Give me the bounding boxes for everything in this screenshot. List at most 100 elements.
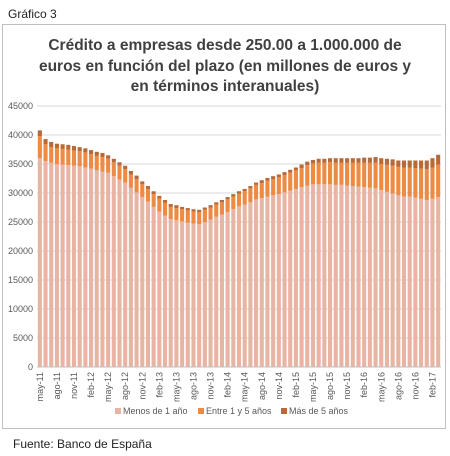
bar-segment-long xyxy=(327,158,333,163)
bar-segment-mid xyxy=(140,184,145,198)
bar-segment-mid xyxy=(219,202,224,215)
x-tick-label: nov-11 xyxy=(69,372,79,399)
bar-segment-long xyxy=(106,155,111,159)
bar-segment-short xyxy=(60,164,65,367)
bar-segment-long xyxy=(430,158,435,168)
bar-segment-long xyxy=(219,199,224,203)
bar-segment-long xyxy=(100,152,105,158)
bar-segment-long xyxy=(66,144,71,150)
chart-title-line-1: Crédito a empresas desde 250.00 a 1.000.… xyxy=(48,37,402,54)
bar-segment-short xyxy=(162,215,168,367)
bar-segment-long xyxy=(424,160,429,170)
bar-segment-mid xyxy=(430,167,435,199)
bar-segment-long xyxy=(202,207,207,210)
bar-segment-short xyxy=(242,204,247,367)
x-tick-label: feb-13 xyxy=(154,372,164,398)
bar-segment-mid xyxy=(310,163,316,185)
bar-segment-short xyxy=(293,188,298,367)
bar-segment-mid xyxy=(424,169,429,200)
bar-segment-long xyxy=(162,199,168,203)
y-tick-label: 40000 xyxy=(8,130,33,140)
bar-segment-mid xyxy=(419,168,424,199)
bar-segment-mid xyxy=(305,165,310,186)
bar-segment-short xyxy=(339,184,344,367)
bar-segment-mid xyxy=(271,179,276,196)
bar-segment-mid xyxy=(236,193,242,207)
bar-segment-short xyxy=(305,185,310,367)
chart-title-line-2: euros en función del plazo (en millones … xyxy=(38,57,412,75)
bar-segment-long xyxy=(54,143,59,149)
bar-segment-short xyxy=(373,188,378,367)
bar-segment-mid xyxy=(288,172,293,191)
x-tick-label: ago-13 xyxy=(188,372,198,400)
x-tick-label: feb-17 xyxy=(427,372,437,398)
bar-segment-short xyxy=(248,202,253,367)
bar-segment-long xyxy=(123,165,128,170)
bar-segment-long xyxy=(333,158,338,163)
bar-segment-short xyxy=(345,185,350,367)
bar-segment-long xyxy=(305,161,310,166)
x-tick-label: may-12 xyxy=(103,372,113,402)
bar-segment-long xyxy=(379,158,384,164)
bar-segment-mid xyxy=(214,204,219,217)
bar-segment-mid xyxy=(123,169,128,183)
bar-segment-mid xyxy=(66,149,71,166)
bar-segment-mid xyxy=(259,183,264,199)
bar-segment-long xyxy=(208,205,213,208)
bar-segment-short xyxy=(356,186,361,367)
bar-segment-long xyxy=(322,158,327,163)
bar-segment-mid xyxy=(293,170,298,189)
bar-segment-short xyxy=(231,209,236,367)
bar-segment-long xyxy=(94,151,99,156)
bar-segment-mid xyxy=(265,180,270,197)
bar-segment-short xyxy=(413,197,418,367)
x-tick-label: ago-14 xyxy=(257,372,267,400)
x-tick-label: nov-16 xyxy=(410,372,420,400)
bar-segment-short xyxy=(37,158,42,367)
bar-segment-short xyxy=(367,187,372,367)
bar-segment-mid xyxy=(407,167,412,197)
legend-swatch xyxy=(115,408,121,414)
bar-segment-short xyxy=(236,206,242,367)
bar-segment-long xyxy=(231,194,236,197)
bar-segment-mid xyxy=(145,188,151,202)
bar-segment-long xyxy=(117,162,122,166)
bar-segment-short xyxy=(106,172,111,367)
bar-segment-mid xyxy=(276,177,281,195)
bar-segment-mid xyxy=(168,206,173,220)
bar-segment-short xyxy=(362,187,367,367)
bar-segment-short xyxy=(327,184,333,367)
bar-segment-long xyxy=(168,204,173,207)
bar-segment-mid xyxy=(282,175,287,193)
bar-segment-mid xyxy=(299,168,304,188)
bar-segment-short xyxy=(424,199,429,367)
bar-segment-long xyxy=(276,174,281,178)
bar-segment-short xyxy=(254,199,259,367)
bar-segment-mid xyxy=(231,196,236,210)
bar-segment-long xyxy=(265,177,270,181)
bar-segment-long xyxy=(436,154,441,165)
x-tick-label: feb-15 xyxy=(291,372,301,398)
bar-segment-mid xyxy=(436,164,441,198)
bar-segment-mid xyxy=(83,152,88,168)
bar-segment-mid xyxy=(373,162,378,189)
bar-segment-short xyxy=(180,221,185,367)
bar-segment-short xyxy=(214,216,219,367)
bar-segment-short xyxy=(316,184,321,367)
bar-segment-short xyxy=(157,211,162,367)
x-tick-label: nov-15 xyxy=(342,372,352,400)
bar-segment-short xyxy=(71,165,77,367)
bar-segment-mid xyxy=(191,211,196,224)
bar-segment-long xyxy=(362,157,367,163)
bar-segment-mid xyxy=(185,210,190,223)
x-tick-label: may-13 xyxy=(171,372,181,402)
bar-segment-mid xyxy=(225,199,230,213)
bar-segment-long xyxy=(151,191,156,195)
bar-segment-mid xyxy=(345,162,350,186)
bar-segment-mid xyxy=(333,162,338,185)
bar-segment-long xyxy=(111,158,116,163)
bar-segment-long xyxy=(71,146,77,151)
bar-segment-long xyxy=(77,147,82,152)
bar-segment-long xyxy=(316,158,321,163)
bar-segment-long xyxy=(254,182,259,185)
